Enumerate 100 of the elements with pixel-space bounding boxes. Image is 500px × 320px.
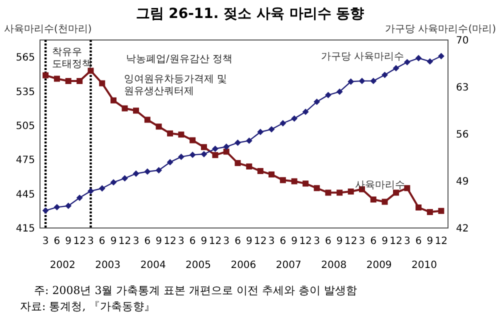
x-tick-label: 12 (164, 236, 176, 247)
point (291, 115, 298, 122)
point (404, 185, 410, 192)
y2-axis-title: 가구당 사육마리수(마리) (385, 24, 496, 35)
text: 2010 (412, 260, 437, 271)
x-tick-label: 9 (156, 236, 162, 247)
annotation: 착유우 도태정책 (52, 47, 92, 70)
text: 2009 (366, 260, 392, 271)
point (42, 207, 49, 214)
point (234, 160, 241, 166)
point (246, 138, 252, 144)
text: 2007 (276, 260, 302, 271)
point (99, 80, 106, 86)
point (156, 167, 162, 174)
x-tick-label: 3 (358, 236, 366, 247)
x-tick-label: 6 (54, 236, 60, 247)
point (190, 137, 196, 144)
x-tick-label: 6 (415, 236, 422, 247)
y2-tick-label: 42 (456, 224, 469, 234)
y-tick-label: 535 (16, 86, 35, 98)
chart-title: 그림 26-11. 젖소 사육 마리수 동향 (136, 6, 364, 22)
series-label: 사육마리수 (354, 180, 405, 191)
point (438, 208, 444, 214)
x-tick-label: 3 (404, 236, 410, 247)
x-tick-label: 6 (234, 236, 241, 247)
point (291, 178, 298, 184)
point (144, 168, 151, 175)
point (88, 188, 94, 194)
point (110, 179, 117, 186)
point (166, 159, 174, 166)
point (178, 132, 184, 138)
point (156, 124, 162, 130)
x-tick-label: 12 (208, 236, 222, 247)
point (234, 140, 241, 146)
point (212, 146, 218, 152)
y-tick-label: 475 (16, 155, 35, 166)
x-tick-label: 9 (336, 236, 343, 247)
point (88, 68, 94, 74)
text: 2006 (230, 260, 256, 271)
y-tick-label: 445 (16, 189, 35, 200)
x-tick-label: 6 (325, 236, 332, 247)
point (76, 194, 83, 201)
point (54, 76, 60, 82)
point (325, 190, 332, 196)
point (336, 190, 343, 196)
point (314, 98, 320, 105)
text: 주: 2008년 3월 가축통계 표본 개편으로 이전 추세와 층이 발생함 (34, 284, 358, 297)
x-tick-label: 9 (110, 236, 117, 247)
point (65, 78, 72, 84)
x-tick-label: 12 (344, 236, 358, 247)
point (302, 108, 309, 116)
point (336, 88, 343, 95)
y-tick-label: 415 (16, 224, 35, 234)
x-tick-label: 6 (98, 236, 106, 247)
point (178, 154, 184, 160)
text: 자료: 통계청, 『가축동향』 (20, 300, 156, 313)
x-tick-label: 3 (223, 236, 230, 247)
y-axis-title: 사육마리수(천마리) (4, 24, 92, 35)
point (348, 78, 354, 85)
point (348, 188, 354, 195)
point (393, 190, 400, 196)
annotation: 잉여원유차등가격제 및 원유생산쿼터제 (124, 74, 228, 97)
point (426, 209, 433, 216)
x-tick-label: 12 (390, 236, 402, 247)
point (98, 185, 106, 192)
point (415, 54, 422, 62)
x-tick-label: 6 (370, 236, 377, 247)
y-tick-label: 565 (16, 52, 35, 64)
x-tick-label: 3 (132, 236, 140, 247)
point (438, 52, 444, 60)
x-tick-label: 3 (178, 236, 184, 247)
y2-tick-label: 49 (456, 176, 469, 188)
point (268, 126, 275, 132)
point (200, 150, 208, 158)
x-tick-label: 9 (246, 236, 252, 247)
point (268, 171, 275, 178)
point (358, 78, 366, 84)
point (280, 120, 286, 126)
x-tick-label: 9 (382, 236, 388, 247)
x-tick-label: 6 (189, 236, 196, 247)
annotation: 낙농폐업/원유감산 정책 (126, 54, 233, 65)
point (76, 78, 83, 84)
x-tick-label: 12 (434, 236, 448, 247)
point (110, 97, 117, 104)
point (167, 130, 174, 136)
point (325, 92, 332, 98)
point (370, 78, 377, 84)
point (144, 116, 150, 123)
point (122, 175, 128, 182)
point (257, 168, 264, 174)
x-tick-label: 6 (144, 236, 151, 247)
x-tick-label: 3 (314, 236, 320, 247)
text: 2002 (50, 260, 76, 271)
x-tick-label: 12 (118, 236, 132, 247)
text: 2005 (186, 260, 211, 271)
point (416, 204, 422, 210)
point (246, 163, 252, 170)
point (42, 72, 49, 78)
point (133, 108, 140, 114)
point (200, 144, 207, 150)
